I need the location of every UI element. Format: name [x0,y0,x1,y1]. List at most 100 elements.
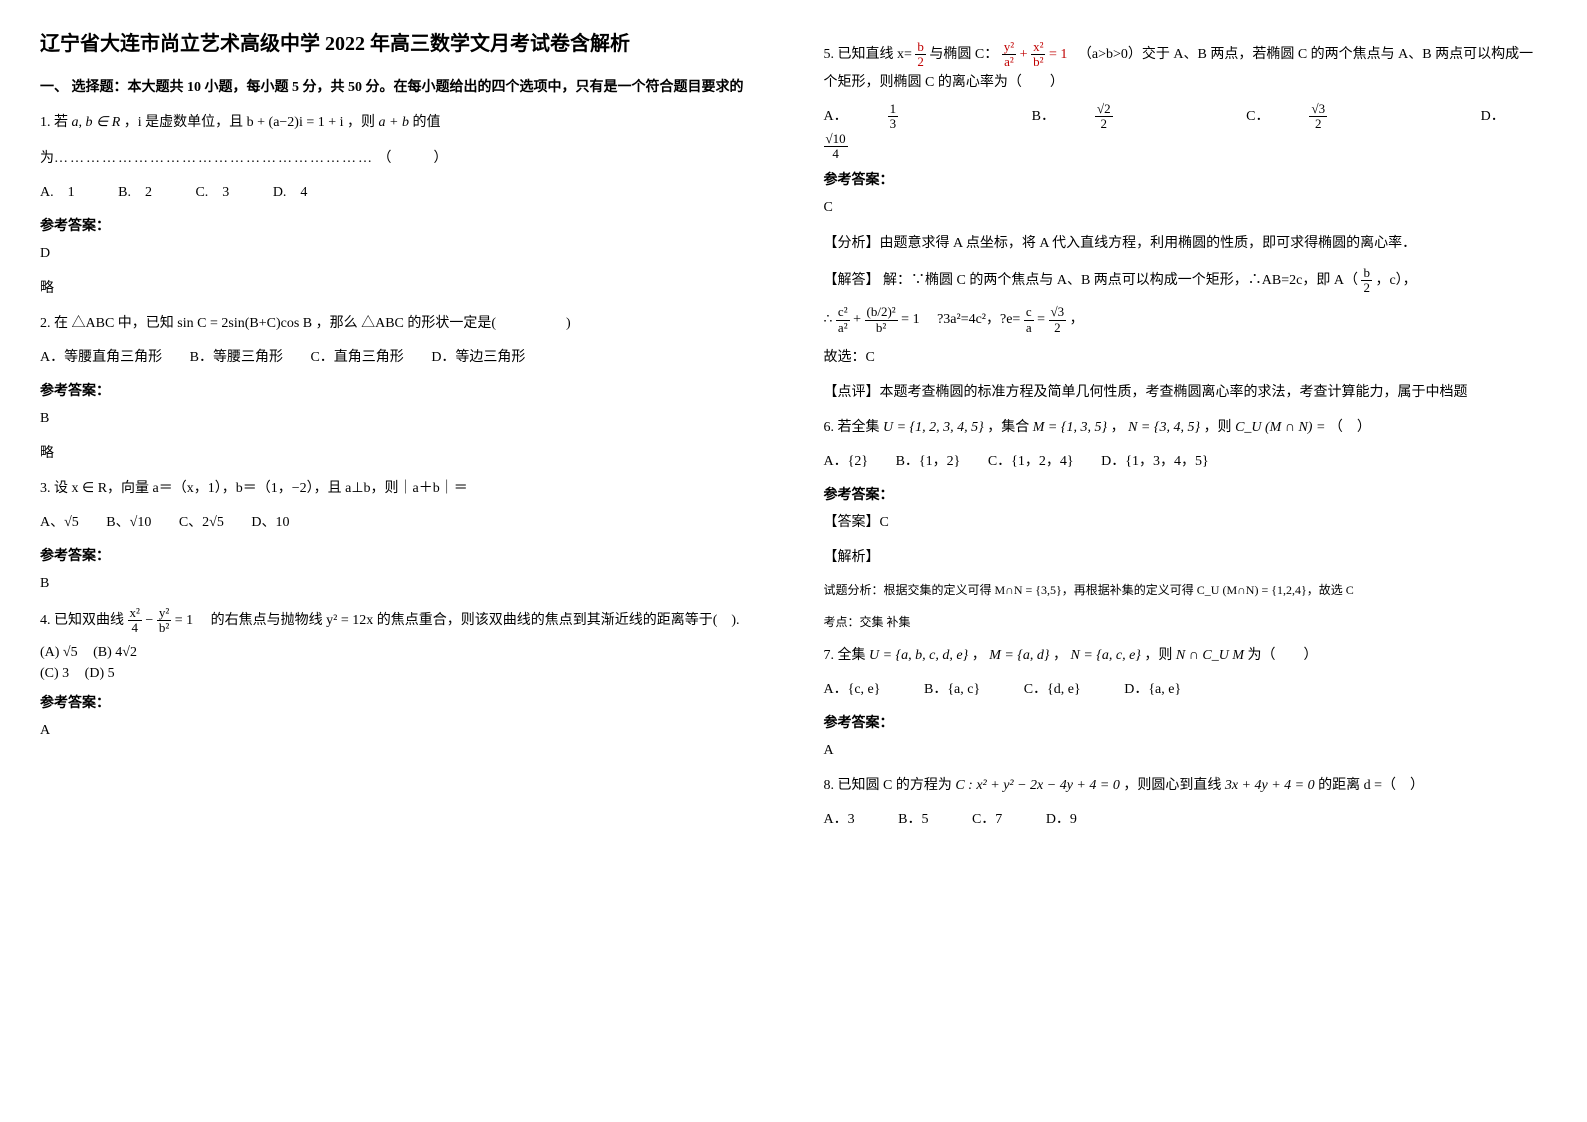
q5-pre-d: D． [1481,109,1505,124]
q2-opt-d: D．等边三角形 [431,350,525,365]
q5-oC-num: √3 [1309,102,1327,117]
q5-eq3: = [1037,312,1048,327]
q5-solve-a: 解：∵椭圆 C 的两个焦点与 A、B 两点可以构成一个矩形，∴AB=2c，即 A… [883,273,1358,288]
q5-e-num2: c [1024,305,1034,320]
q5-rfrac: √32 [1049,305,1067,335]
q5-comment-text: 本题考查椭圆的标准方程及简单几何性质，考查椭圆离心率的求法，考查计算能力，属于中… [880,385,1468,400]
q2-expr: sin C = 2sin(B+C)cos B [177,316,312,331]
q7-answer-label: 参考答案： [824,712,1548,732]
q5-line2-b: ?3a²=4c²，?e= [923,312,1020,327]
q5-r-den: 2 [1049,321,1067,335]
q7-opt-c: C．{d, e} [1024,682,1081,697]
q6-paren: （ ） [1329,420,1371,435]
q5-e-den2: a [1024,321,1034,335]
q8-eq: C : x² + y² − 2x − 4y + 4 = 0 [955,778,1120,793]
q2-note: 略 [40,441,764,466]
q4-opt-a: (A) √5 [40,645,78,660]
q7-opt-a: A．{c, e} [824,682,881,697]
q6-U: U = {1, 2, 3, 4, 5} [883,420,984,435]
q5-t2-den: b² [865,321,898,335]
q4-options: (A) √5 (B) 4√2 (C) 3 (D) 5 [40,642,764,684]
q5-e2-num: x² [1031,40,1045,55]
q8-line: 3x + 4y + 4 = 0 [1225,778,1315,793]
q5-oA-num: 1 [888,102,899,117]
q7-text-c: 为（ ） [1247,648,1317,663]
q5-oD-num: √10 [824,132,848,147]
q4-opt-b: (B) 4√2 [93,645,137,660]
q5-e-den: a² [1002,55,1016,69]
question-4: 4. 已知双曲线 x²4 − y²b² = 1 的右焦点与抛物线 y² = 12… [40,606,764,636]
q5-pre-a: A． [824,109,848,124]
q3-answer: B [40,571,764,596]
q6-opt-a: A．{2} [824,454,869,469]
q2-text-b: ，那么 △ABC 的形状一定是( ) [316,316,571,331]
q5-t1-num: c² [836,305,850,320]
q6-text-b: ，集合 [987,420,1029,435]
q8-opt-a: A．3 [824,812,855,827]
q5-comma: ， [1070,312,1084,327]
q6-answer-tag: 【答案】C [824,510,1548,535]
q6-options: A．{2} B．{1，2} C．{1，2，4} D．{1，3，4，5} [824,448,1548,476]
q8-opt-c: C．7 [972,812,1002,827]
exam-title: 辽宁省大连市尚立艺术高级中学 2022 年高三数学文月考试卷含解析 [40,30,764,58]
q3-opt-a: A、√5 [40,515,79,530]
q5-oC-den: 2 [1309,117,1327,131]
q5-oA-den: 3 [888,117,899,131]
q4-text-b: 的右焦点与抛物线 [197,613,323,628]
left-column: 辽宁省大连市尚立艺术高级中学 2022 年高三数学文月考试卷含解析 一、 选择题… [40,30,764,840]
q1-opt-b: B. 2 [118,185,152,200]
q6-opt-c: C．{1，2，4} [988,454,1074,469]
q1-cond: a, b ∈ R [72,115,121,130]
q6-text-c: ，则 [1204,420,1232,435]
q7-c1: ， [972,648,986,663]
q1-for-line: 为…………………………………………………… （ ） [40,146,764,173]
q5-efrac: ca [1024,305,1034,335]
q1-ab: a + b [379,115,409,130]
q4-frac1-den: 4 [128,621,142,635]
q5-plus2: + [853,312,864,327]
q1-text-a: 1. 若 [40,115,68,130]
q5-opt-a: A．13 [824,109,979,124]
q4-answer: A [40,718,764,743]
q3-opt-b: B、√10 [106,515,151,530]
q5-b-num: b [915,40,926,55]
q5-opt-c: C．√32 [1246,109,1407,124]
q4-frac2-den: b² [157,621,171,635]
q7-opt-d: D．{a, e} [1124,682,1181,697]
q5-comment-label: 【点评】 [824,385,880,400]
q5-analysis: 【分析】由题意求得 A 点坐标，将 A 代入直线方程，利用椭圆的性质，即可求得椭… [824,231,1548,256]
q7-options: A．{c, e} B．{a, c} C．{d, e} D．{a, e} [824,676,1548,704]
q5-t2-num: (b/2)² [865,305,898,320]
q5-comment: 【点评】本题考查椭圆的标准方程及简单几何性质，考查椭圆离心率的求法，考查计算能力… [824,380,1548,405]
q7-c2: ， [1053,648,1067,663]
q1-answer: D [40,241,764,266]
q2-answer-label: 参考答案： [40,380,764,400]
q4-text-c: 的焦点重合，则该双曲线的焦点到其渐近线的距离等于( ). [377,613,740,628]
q7-answer: A [824,738,1548,763]
q5-e-num: y² [1002,40,1016,55]
question-8: 8. 已知圆 C 的方程为 C : x² + y² − 2x − 4y + 4 … [824,773,1548,800]
q8-opt-d: D．9 [1046,812,1077,827]
q5-eq2: = 1 [901,312,919,327]
q4-para: y² = 12x [326,613,373,628]
q2-opt-a: A．等腰直角三角形 [40,350,162,365]
q1-dots: …………………………………………………… [54,151,374,166]
q8-options: A．3 B．5 C．7 D．9 [824,806,1548,834]
q1-text-b: ，i 是虚数单位，且 [124,115,243,130]
q5-b-den: 2 [915,55,926,69]
q6-M: M = {1, 3, 5} [1033,420,1107,435]
q3-options: A、√5 B、√10 C、2√5 D、10 [40,509,764,537]
q6-c1: ， [1111,420,1125,435]
q5-oB-num: √2 [1095,102,1113,117]
q4-answer-label: 参考答案： [40,692,764,712]
q5-solve-label: 【解答】 [824,273,880,288]
q4-text-a: 4. 已知双曲线 [40,613,124,628]
q5-efrac1: y²a² [1002,40,1016,70]
q1-options: A. 1 B. 2 C. 3 D. 4 [40,179,764,207]
q5-r-num: √3 [1049,305,1067,320]
q2-text-a: 2. 在 △ABC 中，已知 [40,316,174,331]
q5-t1-den: a² [836,321,850,335]
q5-oD-den: 4 [824,147,848,161]
q8-opt-b: B．5 [898,812,928,827]
question-6: 6. 若全集 U = {1, 2, 3, 4, 5} ，集合 M = {1, 3… [824,415,1548,442]
